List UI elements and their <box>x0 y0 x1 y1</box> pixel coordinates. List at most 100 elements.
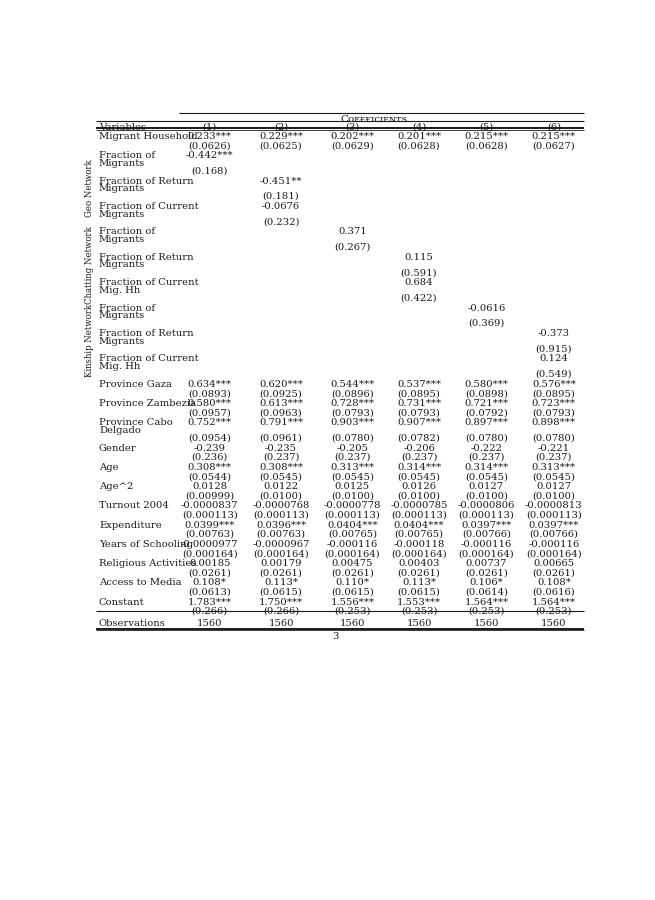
Text: (0.0793): (0.0793) <box>331 409 374 418</box>
Text: (0.0963): (0.0963) <box>259 409 303 418</box>
Text: Chatting Network: Chatting Network <box>85 226 94 303</box>
Text: (0.0792): (0.0792) <box>465 409 508 418</box>
Text: 3: 3 <box>332 632 339 641</box>
Text: (0.000113): (0.000113) <box>391 510 447 519</box>
Text: (0.0898): (0.0898) <box>465 389 508 398</box>
Text: (0.422): (0.422) <box>401 293 438 302</box>
Text: 0.0404***: 0.0404*** <box>327 521 378 530</box>
Text: Variables: Variables <box>99 122 146 131</box>
Text: (3): (3) <box>345 122 360 131</box>
Text: Province Zambezia: Province Zambezia <box>99 399 196 408</box>
Text: (0.000164): (0.000164) <box>253 549 309 558</box>
Text: -0.000116: -0.000116 <box>528 540 580 549</box>
Text: (0.000164): (0.000164) <box>182 549 238 558</box>
Text: (0.369): (0.369) <box>468 319 504 328</box>
Text: -0.373: -0.373 <box>538 329 570 338</box>
Text: (0.0100): (0.0100) <box>533 491 575 500</box>
Text: Fraction of: Fraction of <box>99 151 155 160</box>
Text: (0.000113): (0.000113) <box>253 510 309 519</box>
Text: Kinship Network: Kinship Network <box>85 304 94 377</box>
Text: 0.0125: 0.0125 <box>335 482 370 491</box>
Text: (0.0261): (0.0261) <box>331 569 374 578</box>
Text: 0.314***: 0.314*** <box>397 463 441 472</box>
Text: (0.00765): (0.00765) <box>394 530 443 539</box>
Text: 0.00475: 0.00475 <box>331 559 373 568</box>
Text: Constant: Constant <box>99 598 145 607</box>
Text: 0.202***: 0.202*** <box>330 132 375 141</box>
Text: -0.451**: -0.451** <box>260 176 303 185</box>
Text: -0.221: -0.221 <box>538 444 570 453</box>
Text: -0.0616: -0.0616 <box>467 303 506 312</box>
Text: (0.0616): (0.0616) <box>533 588 575 597</box>
Text: Migrants: Migrants <box>99 260 145 269</box>
Text: 0.544***: 0.544*** <box>330 380 375 389</box>
Text: (0.0261): (0.0261) <box>189 569 231 578</box>
Text: (0.0895): (0.0895) <box>398 389 440 398</box>
Text: 0.0397***: 0.0397*** <box>529 521 579 530</box>
Text: (0.0629): (0.0629) <box>331 141 374 150</box>
Text: 1560: 1560 <box>339 619 365 628</box>
Text: (0.0544): (0.0544) <box>188 472 231 482</box>
Text: (0.0100): (0.0100) <box>465 491 508 500</box>
Text: (0.181): (0.181) <box>263 192 299 201</box>
Text: 0.215***: 0.215*** <box>532 132 576 141</box>
Text: -0.235: -0.235 <box>265 444 297 453</box>
Text: (0.00765): (0.00765) <box>328 530 377 539</box>
Text: (0.253): (0.253) <box>401 607 438 616</box>
Text: Migrants: Migrants <box>99 210 145 219</box>
Text: Fraction of Current: Fraction of Current <box>99 278 198 287</box>
Text: Religious Activities: Religious Activities <box>99 559 196 568</box>
Text: (2): (2) <box>274 122 288 131</box>
Text: (0.0545): (0.0545) <box>398 472 441 482</box>
Text: (0.0261): (0.0261) <box>465 569 508 578</box>
Text: (0.00763): (0.00763) <box>257 530 306 539</box>
Text: (0.0627): (0.0627) <box>533 141 575 150</box>
Text: 0.313***: 0.313*** <box>532 463 576 472</box>
Text: (0.0545): (0.0545) <box>533 472 575 482</box>
Text: (0.000113): (0.000113) <box>324 510 381 519</box>
Text: (0.0793): (0.0793) <box>533 409 575 418</box>
Text: (0.0625): (0.0625) <box>259 141 303 150</box>
Text: 0.791***: 0.791*** <box>259 418 303 427</box>
Text: Mig. Hh: Mig. Hh <box>99 362 140 371</box>
Text: -0.0676: -0.0676 <box>262 202 300 211</box>
Text: (0.237): (0.237) <box>468 453 504 462</box>
Text: (0.0925): (0.0925) <box>259 389 303 398</box>
Text: 0.229***: 0.229*** <box>259 132 303 141</box>
Text: -0.442***: -0.442*** <box>186 151 234 160</box>
Text: Migrants: Migrants <box>99 158 145 167</box>
Text: 0.897***: 0.897*** <box>464 418 508 427</box>
Text: -0.239: -0.239 <box>194 444 226 453</box>
Text: Fraction of Current: Fraction of Current <box>99 202 198 211</box>
Text: 0.371: 0.371 <box>338 228 367 237</box>
Text: 1560: 1560 <box>474 619 499 628</box>
Text: 0.731***: 0.731*** <box>397 399 441 408</box>
Text: 0.752***: 0.752*** <box>188 418 232 427</box>
Text: 0.106*: 0.106* <box>470 579 503 588</box>
Text: 0.313***: 0.313*** <box>330 463 375 472</box>
Text: -0.0000813: -0.0000813 <box>525 501 583 510</box>
Text: (0.0613): (0.0613) <box>189 588 231 597</box>
Text: 0.580***: 0.580*** <box>188 399 232 408</box>
Text: (0.000164): (0.000164) <box>324 549 380 558</box>
Text: -0.206: -0.206 <box>403 444 435 453</box>
Text: 0.00179: 0.00179 <box>260 559 302 568</box>
Text: 0.907***: 0.907*** <box>397 418 441 427</box>
Text: (0.0780): (0.0780) <box>465 434 508 443</box>
Text: 0.108*: 0.108* <box>537 579 571 588</box>
Text: Migrants: Migrants <box>99 337 145 346</box>
Text: (0.0614): (0.0614) <box>465 588 508 597</box>
Text: -0.0000977: -0.0000977 <box>181 540 238 549</box>
Text: 0.537***: 0.537*** <box>397 380 441 389</box>
Text: Province Gaza: Province Gaza <box>99 380 172 389</box>
Text: (0.0957): (0.0957) <box>189 409 231 418</box>
Text: (0.549): (0.549) <box>536 370 572 379</box>
Text: -0.0000785: -0.0000785 <box>390 501 448 510</box>
Text: 0.124: 0.124 <box>540 355 569 364</box>
Text: 0.201***: 0.201*** <box>397 132 441 141</box>
Text: Fraction of Current: Fraction of Current <box>99 355 198 364</box>
Text: -0.000118: -0.000118 <box>393 540 445 549</box>
Text: Observations: Observations <box>99 619 166 628</box>
Text: Gender: Gender <box>99 444 137 453</box>
Text: 1560: 1560 <box>197 619 223 628</box>
